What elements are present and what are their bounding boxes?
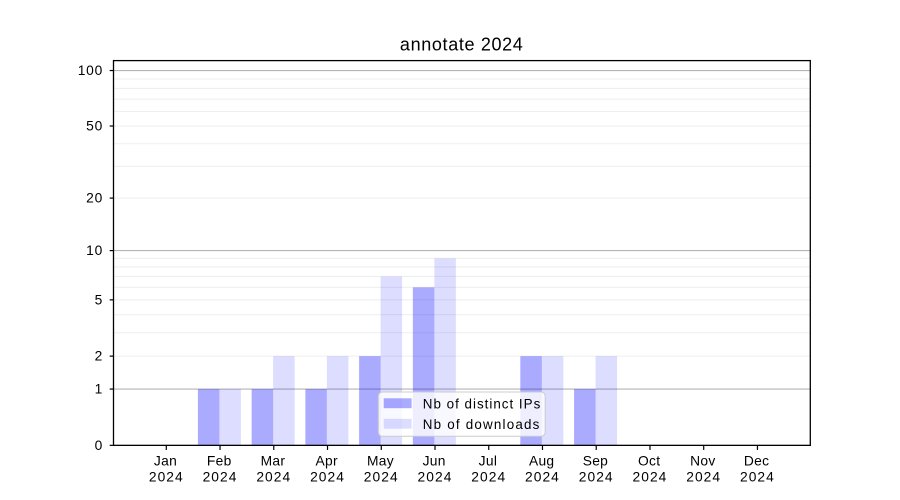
svg-text:Dec: Dec — [744, 454, 769, 469]
svg-text:2024: 2024 — [418, 469, 453, 484]
svg-text:2024: 2024 — [364, 469, 399, 484]
svg-text:2024: 2024 — [256, 469, 291, 484]
svg-text:2024: 2024 — [149, 469, 184, 484]
svg-text:1: 1 — [95, 382, 103, 397]
svg-text:Jun: Jun — [423, 454, 446, 469]
svg-text:2024: 2024 — [310, 469, 345, 484]
svg-text:2: 2 — [95, 349, 103, 364]
svg-text:Jan: Jan — [154, 454, 177, 469]
svg-text:annotate 2024: annotate 2024 — [400, 35, 524, 55]
svg-text:Nov: Nov — [690, 454, 715, 469]
svg-text:2024: 2024 — [579, 469, 614, 484]
svg-text:2024: 2024 — [471, 469, 506, 484]
svg-text:50: 50 — [86, 119, 103, 134]
svg-text:Nb of distinct IPs: Nb of distinct IPs — [423, 396, 541, 411]
svg-text:20: 20 — [86, 191, 103, 206]
svg-text:Oct: Oct — [638, 454, 660, 469]
svg-text:0: 0 — [95, 438, 103, 453]
svg-text:Mar: Mar — [261, 454, 286, 469]
svg-text:100: 100 — [78, 63, 103, 78]
svg-text:Jul: Jul — [479, 454, 498, 469]
svg-text:May: May — [367, 454, 394, 469]
svg-text:2024: 2024 — [633, 469, 668, 484]
svg-text:Sep: Sep — [583, 454, 608, 469]
svg-text:Feb: Feb — [207, 454, 232, 469]
svg-text:2024: 2024 — [203, 469, 238, 484]
svg-text:2024: 2024 — [740, 469, 775, 484]
svg-text:2024: 2024 — [686, 469, 721, 484]
svg-text:Nb of downloads: Nb of downloads — [423, 417, 541, 432]
svg-text:5: 5 — [95, 292, 103, 307]
svg-text:Apr: Apr — [316, 454, 338, 469]
svg-text:Aug: Aug — [529, 454, 554, 469]
svg-text:10: 10 — [86, 243, 103, 258]
svg-text:2024: 2024 — [525, 469, 560, 484]
